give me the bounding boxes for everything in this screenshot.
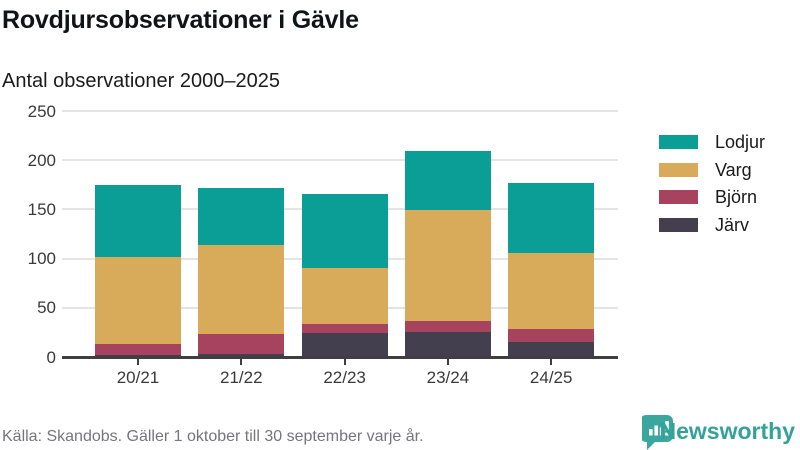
bar-segment-varg-23-24 xyxy=(404,210,491,321)
bar-segment-björn-24-25 xyxy=(508,329,595,343)
legend-swatch-icon xyxy=(659,218,698,233)
bar-segment-järv-22-23 xyxy=(301,333,388,357)
x-axis-label: 20/21 xyxy=(116,368,160,387)
bar-segment-lodjur-23-24 xyxy=(404,151,491,211)
bar-segment-varg-24-25 xyxy=(508,252,595,330)
x-axis-label: 21/22 xyxy=(220,368,263,387)
gridline-250 xyxy=(62,110,618,112)
x-axis-tick xyxy=(137,359,139,365)
bar-segment-björn-23-24 xyxy=(404,320,491,333)
bar-segment-lodjur-20-21 xyxy=(95,184,181,257)
bar-segment-björn-22-23 xyxy=(301,323,388,334)
bar-segment-järv-23-24 xyxy=(404,332,491,357)
bar-segment-lodjur-22-23 xyxy=(301,193,388,269)
x-axis-tick xyxy=(550,359,553,365)
bar-segment-björn-20-21 xyxy=(95,344,181,356)
legend-label: Varg xyxy=(715,159,752,180)
legend-label: Björn xyxy=(715,187,758,208)
x-axis-tick xyxy=(343,359,346,365)
chart-subtitle: Antal observationer 2000–2025 xyxy=(2,70,280,92)
legend-swatch-icon xyxy=(659,162,698,177)
bar-segment-varg-21-22 xyxy=(198,244,285,335)
legend-swatch-icon xyxy=(659,190,698,205)
bar-segment-lodjur-24-25 xyxy=(508,182,595,253)
source-note: Källa: Skandobs. Gäller 1 oktober till 3… xyxy=(2,428,424,445)
bar-segment-järv-21-22 xyxy=(198,354,285,357)
x-axis-tick xyxy=(240,359,243,365)
x-axis-label: 22/23 xyxy=(323,368,366,387)
newsworthy-logo-icon xyxy=(640,415,673,450)
y-axis-label: 200 xyxy=(27,150,56,170)
bar-segment-varg-20-21 xyxy=(95,256,181,345)
legend-label: Lodjur xyxy=(715,132,766,152)
bar-segment-lodjur-21-22 xyxy=(198,187,285,245)
gridline-200 xyxy=(62,159,618,162)
x-axis-label: 24/25 xyxy=(529,368,573,387)
bar-segment-varg-22-23 xyxy=(301,268,388,324)
y-axis-label: 100 xyxy=(27,249,56,269)
x-axis-tick xyxy=(446,359,449,365)
bar-segment-björn-21-22 xyxy=(198,334,285,355)
x-axis-label: 23/24 xyxy=(426,368,470,387)
chart-title: Rovdjursobservationer i Gävle xyxy=(2,6,359,34)
brand-name: Newsworthy xyxy=(659,418,795,444)
y-axis-label: 0 xyxy=(46,347,56,367)
bar-segment-järv-24-25 xyxy=(508,342,595,357)
legend-swatch-icon xyxy=(659,135,698,149)
y-axis-label: 150 xyxy=(27,199,56,219)
y-axis-label: 250 xyxy=(27,101,56,121)
y-axis-label: 50 xyxy=(37,298,56,318)
x-axis-line xyxy=(62,356,618,359)
legend-label: Järv xyxy=(715,215,750,236)
